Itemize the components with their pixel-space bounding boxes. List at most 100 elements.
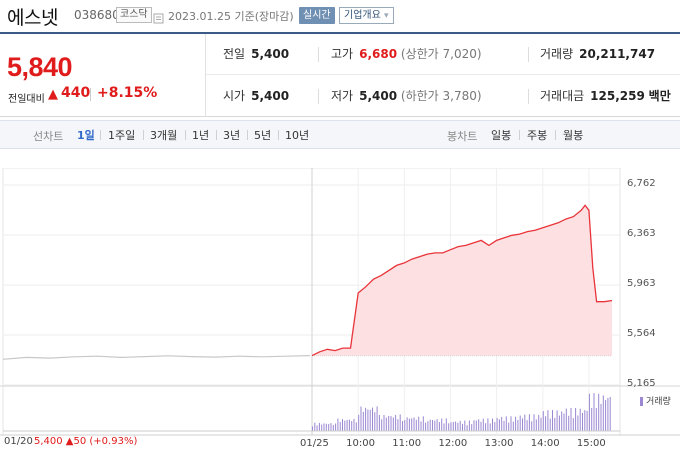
volume-bar [346,419,348,431]
volume-bar [455,421,457,431]
divider [216,130,217,140]
tab-1y[interactable]: 1년 [192,129,210,142]
volume-bar [312,426,313,431]
volume-bar [609,396,611,431]
low-cell: 저가 5,400 (하한가 3,780) [331,76,482,117]
volume-bar [408,418,410,431]
volume-bar [471,424,473,431]
volume-bar [582,413,583,431]
volume-bar [526,420,528,431]
volume-bar [383,415,385,431]
volume-bar [540,417,542,431]
volume-bar [351,421,353,431]
tab-weekly[interactable]: 주봉 [527,129,548,142]
volume-bar [482,418,484,431]
volume-bar [415,419,417,431]
volume-bar [588,393,590,431]
volume-bar [552,410,553,431]
volume-bar [316,425,318,431]
chevron-down-icon: ▾ [384,11,389,21]
price-chart[interactable]: 6,762 6,363 5,963 5,564 5,165 01/25 10:00 11:0… [0,168,680,459]
volume-bar [501,416,503,431]
tab-3y[interactable]: 3년 [223,129,241,142]
high-label: 고가 [331,47,354,61]
volume-bar [561,411,563,431]
amount-cell: 거래대금 125,259 백만 [540,76,671,117]
open-value: 5,400 [251,89,290,103]
x-tick-label: 11:00 [392,438,422,449]
volume-bar [498,419,500,431]
volume-bar [522,418,523,431]
volume-bar [508,422,510,431]
prev-close-label: 전일 [223,47,246,61]
volume-bar [556,410,558,431]
volume-bar [494,422,496,431]
volume-bar [404,420,406,431]
tab-1d[interactable]: 1일 [77,129,95,142]
tab-daily[interactable]: 일봉 [491,129,512,142]
volume-bar [492,418,493,431]
price-line [311,204,613,357]
volume-bar [425,422,427,431]
volume-bar [459,420,461,431]
volume-bar [547,410,549,431]
volume-label: 거래량 [540,47,574,61]
volume-bar [388,416,390,431]
volume-value: 20,211,747 [579,47,656,61]
stock-code: 038680 [74,8,120,22]
change-label: 전일대비 [8,94,45,105]
y-tick-label: 6,762 [627,178,656,189]
volume-bar [422,416,424,431]
volume-bar [607,398,609,431]
volume-bar [485,423,487,431]
volume-bar [427,421,429,431]
change-rate: +8.15% [97,85,158,101]
lower-limit: (하한가 3,780) [400,89,482,103]
stock-name: 에스넷 [7,7,58,29]
volume-bar [575,408,577,431]
volume-bar [339,422,341,431]
low-label: 저가 [331,89,354,103]
volume-bar [323,423,325,431]
volume-bar [445,418,447,431]
volume-bar [475,420,477,431]
price-box: 5,840 전일대비 ▲ 440 +8.15% [0,34,206,117]
tab-monthly[interactable]: 월봉 [563,129,584,142]
volume-bar [542,411,544,431]
volume-bar [545,416,547,431]
volume-bar [372,407,373,431]
divider [519,130,520,140]
amount-unit: 백만 [648,89,671,103]
volume-bar [360,406,362,431]
volume-bar [367,409,369,431]
volume-bar [487,418,489,431]
volume-bar [535,419,537,431]
volume-bar [558,415,560,431]
volume-bar [517,420,519,431]
volume-legend: 거래량 [646,397,671,407]
company-overview-button[interactable]: 기업개요 ▾ [339,7,394,24]
x-tick-label: 13:00 [484,438,514,449]
market-badge: 코스닥 [116,7,152,23]
volume-bar [466,425,468,431]
volume-bar [330,423,332,431]
realtime-button[interactable]: 실시간 [299,7,335,24]
volume-bar [533,414,535,431]
tab-10y[interactable]: 10년 [285,129,310,142]
volume-bar [531,421,533,431]
volume-bar [457,422,459,431]
prev-close-value: 5,400 [251,47,290,61]
volume-bar [325,423,327,431]
volume-bar [342,419,343,431]
tab-1w[interactable]: 1주일 [108,129,136,142]
upper-limit: (상한가 7,020) [400,47,482,61]
volume-bar [441,418,443,431]
volume-bar [549,418,551,431]
tab-5y[interactable]: 5년 [254,129,272,142]
volume-bar [402,421,403,431]
high-value: 6,680 [359,47,398,61]
tab-3m[interactable]: 3개월 [150,129,178,142]
volume-bar [321,424,323,431]
volume-bar [478,419,480,431]
volume-bar [318,422,320,431]
